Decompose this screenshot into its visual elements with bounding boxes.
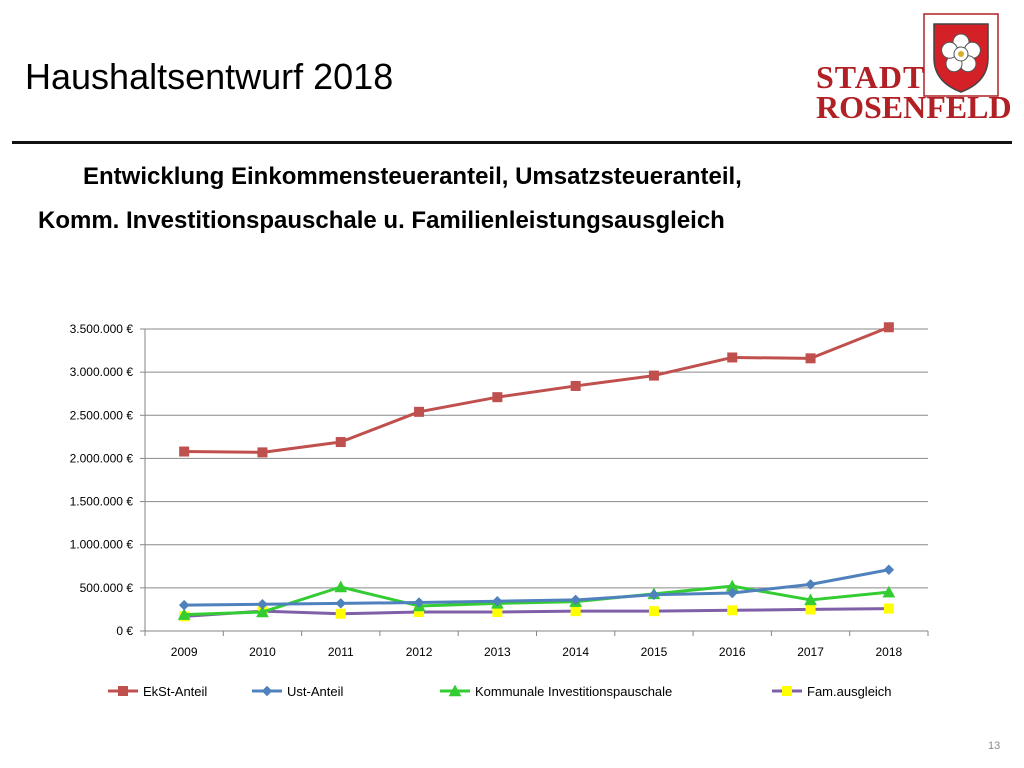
- slide-subtitle: Entwicklung Einkommensteueranteil, Umsat…: [0, 152, 1024, 246]
- data-point-fam-ausgleich: [570, 606, 581, 617]
- subtitle-line-1: Entwicklung Einkommensteueranteil, Umsat…: [83, 163, 742, 190]
- data-point-ekst-anteil: [727, 352, 738, 363]
- data-point-fam-ausgleich: [805, 604, 816, 615]
- data-point-ekst-anteil: [179, 446, 190, 457]
- x-tick-label: 2013: [484, 645, 511, 659]
- y-tick-label: 0 €: [116, 624, 133, 638]
- data-point-ust-anteil: [726, 587, 738, 599]
- logo-line-stadt: STADT: [816, 59, 926, 95]
- legend-label-kommunale-investitionspauschale: Kommunale Investitionspauschale: [475, 684, 672, 699]
- x-tick-label: 2015: [641, 645, 668, 659]
- y-tick-label: 2.000.000 €: [70, 451, 134, 465]
- data-point-ekst-anteil: [257, 447, 268, 458]
- legend-label-fam-ausgleich: Fam.ausgleich: [807, 684, 892, 699]
- data-point-fam-ausgleich: [414, 607, 425, 618]
- y-tick-label: 3.500.000 €: [70, 322, 134, 336]
- y-tick-label: 1.000.000 €: [70, 538, 134, 552]
- series-line-fam-ausgleich: [184, 607, 889, 618]
- data-point-kommunale-investitionspauschale: [804, 593, 817, 606]
- data-point-ust-anteil: [257, 598, 268, 610]
- data-point-ust-anteil: [178, 599, 190, 611]
- data-point-kommunale-investitionspauschale: [334, 580, 348, 593]
- x-tick-label: 2009: [171, 645, 198, 659]
- data-point-ekst-anteil: [414, 406, 425, 417]
- series-line-ust-anteil: [184, 568, 890, 607]
- data-point-ekst-anteil: [883, 322, 894, 333]
- data-point-ust-anteil: [413, 597, 425, 608]
- series-line-ekst-anteil: [184, 325, 890, 454]
- y-tick-label: 500.000 €: [80, 581, 134, 595]
- data-point-ust-anteil: [491, 595, 503, 607]
- slide-title: Haushaltsentwurf 2018: [25, 56, 394, 97]
- data-point-kommunale-investitionspauschale: [882, 585, 896, 598]
- x-tick-label: 2018: [875, 645, 902, 659]
- legend-label-ekst-anteil: EkSt-Anteil: [143, 684, 207, 699]
- y-tick-label: 1.500.000 €: [70, 495, 134, 509]
- series-line-kommunale-investitionspauschale: [184, 584, 889, 617]
- x-tick-label: 2016: [719, 645, 746, 659]
- x-tick-label: 2017: [797, 645, 824, 659]
- legend-marker-ust-anteil: [261, 685, 273, 697]
- legend-label-ust-anteil: Ust-Anteil: [287, 684, 343, 699]
- logo-wordmark: STADT ROSENFELD: [812, 59, 1022, 125]
- page-number: 13: [988, 740, 1001, 752]
- data-point-fam-ausgleich: [648, 606, 659, 617]
- data-point-fam-ausgleich: [883, 603, 894, 614]
- data-point-fam-ausgleich: [492, 607, 503, 618]
- data-point-fam-ausgleich: [335, 608, 346, 619]
- data-point-ekst-anteil: [648, 370, 659, 381]
- coat-of-arms-icon: [923, 13, 999, 97]
- data-point-ekst-anteil: [570, 380, 581, 391]
- legend-marker-kommunale-investitionspauschale: [448, 684, 462, 697]
- data-point-ekst-anteil: [335, 437, 346, 448]
- x-tick-label: 2014: [562, 645, 589, 659]
- line-chart: 0 € 500.000 € 1.000.000 € 1.500.000 € 2.000.…: [70, 322, 929, 699]
- x-tick-label: 2010: [249, 645, 276, 659]
- data-point-ust-anteil: [805, 579, 816, 590]
- logo-line-rosenfeld: ROSENFELD: [816, 89, 1012, 125]
- data-point-ekst-anteil: [492, 392, 503, 403]
- y-tick-label: 2.500.000 €: [70, 408, 134, 422]
- y-tick-label: 3.000.000 €: [70, 365, 134, 379]
- data-point-ust-anteil: [883, 564, 895, 576]
- legend-marker-ekst-anteil: [118, 686, 128, 696]
- x-tick-label: 2012: [406, 645, 433, 659]
- data-point-kommunale-investitionspauschale: [256, 605, 269, 618]
- x-tick-label: 2011: [328, 645, 354, 659]
- data-point-ust-anteil: [335, 598, 347, 609]
- title-divider: [12, 141, 1012, 144]
- data-point-kommunale-investitionspauschale: [177, 608, 191, 620]
- stadt-rosenfeld-logo: STADT ROSENFELD: [812, 12, 1022, 130]
- legend-marker-fam-ausgleich: [782, 686, 792, 696]
- subtitle-line-2: Komm. Investitionspauschale u. Familienl…: [38, 207, 725, 234]
- data-point-fam-ausgleich: [727, 605, 738, 616]
- data-point-ust-anteil: [648, 589, 660, 601]
- data-point-ust-anteil: [570, 594, 582, 606]
- data-point-ekst-anteil: [805, 353, 816, 364]
